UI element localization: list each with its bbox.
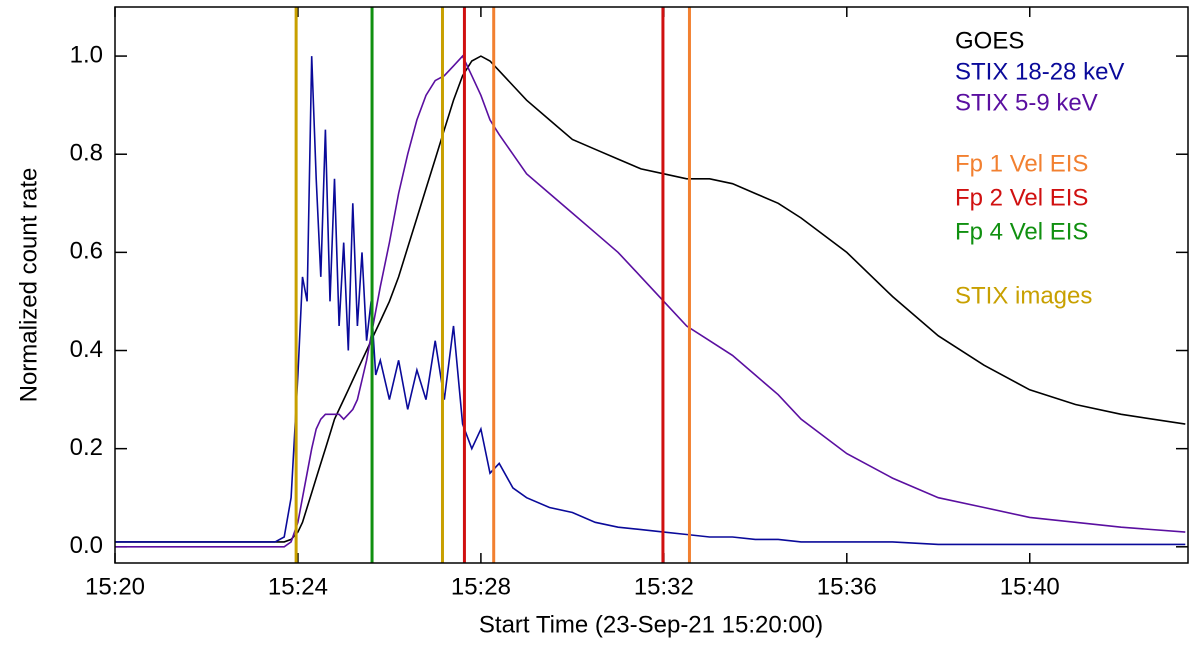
y-tick-label: 0.2 xyxy=(70,434,103,461)
y-tick-label: 0.4 xyxy=(70,336,103,363)
y-tick-label: 0.0 xyxy=(70,532,103,559)
x-tick-label: 15:32 xyxy=(634,573,694,600)
x-tick-label: 15:36 xyxy=(817,573,877,600)
legend-label: STIX images xyxy=(955,282,1092,309)
x-axis-label: Start Time (23-Sep-21 15:20:00) xyxy=(479,611,823,638)
x-tick-label: 15:20 xyxy=(85,573,145,600)
plot-frame xyxy=(114,6,1189,564)
x-tick-label: 15:24 xyxy=(268,573,328,600)
legend-label: GOES xyxy=(955,27,1024,54)
y-tick-label: 0.6 xyxy=(70,238,103,265)
legend-label: Fp 1 Vel EIS xyxy=(955,150,1088,177)
y-tick-label: 0.8 xyxy=(70,140,103,167)
series-line xyxy=(115,56,1186,546)
y-tick-label: 1.0 xyxy=(70,41,103,68)
legend-label: Fp 4 Vel EIS xyxy=(955,218,1088,245)
series-line xyxy=(115,55,1186,543)
legend-label: STIX 5-9 keV xyxy=(955,89,1098,116)
x-tick-label: 15:40 xyxy=(1000,573,1060,600)
x-tick-label: 15:28 xyxy=(451,573,511,600)
series-line xyxy=(115,54,1186,548)
legend-label: STIX 18-28 keV xyxy=(955,58,1124,85)
legend-label: Fp 2 Vel EIS xyxy=(955,184,1088,211)
y-axis-label: Normalized count rate xyxy=(15,168,42,403)
